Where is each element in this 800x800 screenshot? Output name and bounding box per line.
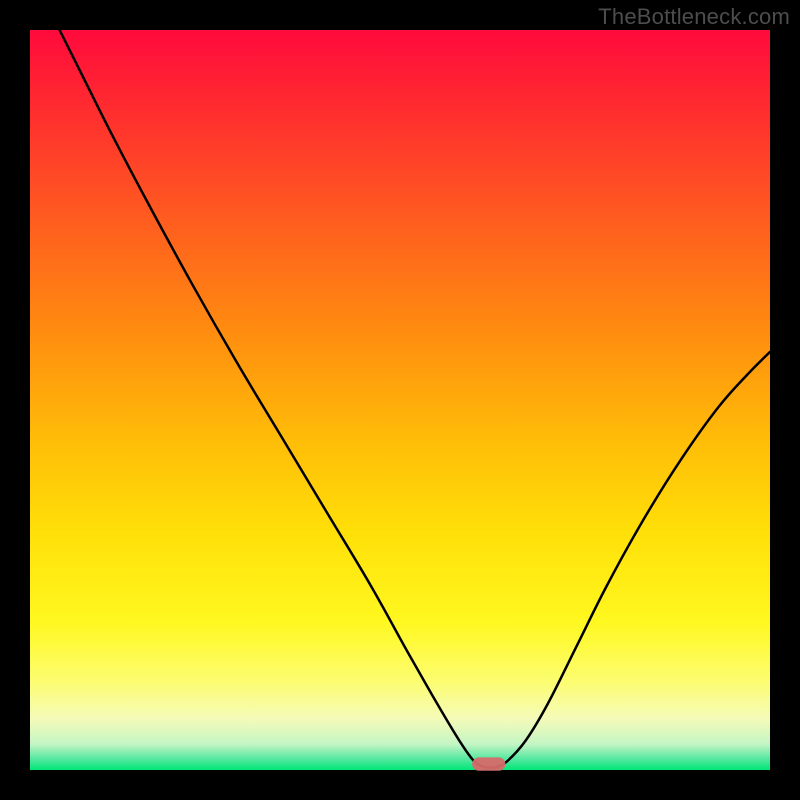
chart-stage: TheBottleneck.com <box>0 0 800 800</box>
bottleneck-chart <box>0 0 800 800</box>
optimal-marker <box>472 757 505 770</box>
watermark-text: TheBottleneck.com <box>598 4 790 30</box>
